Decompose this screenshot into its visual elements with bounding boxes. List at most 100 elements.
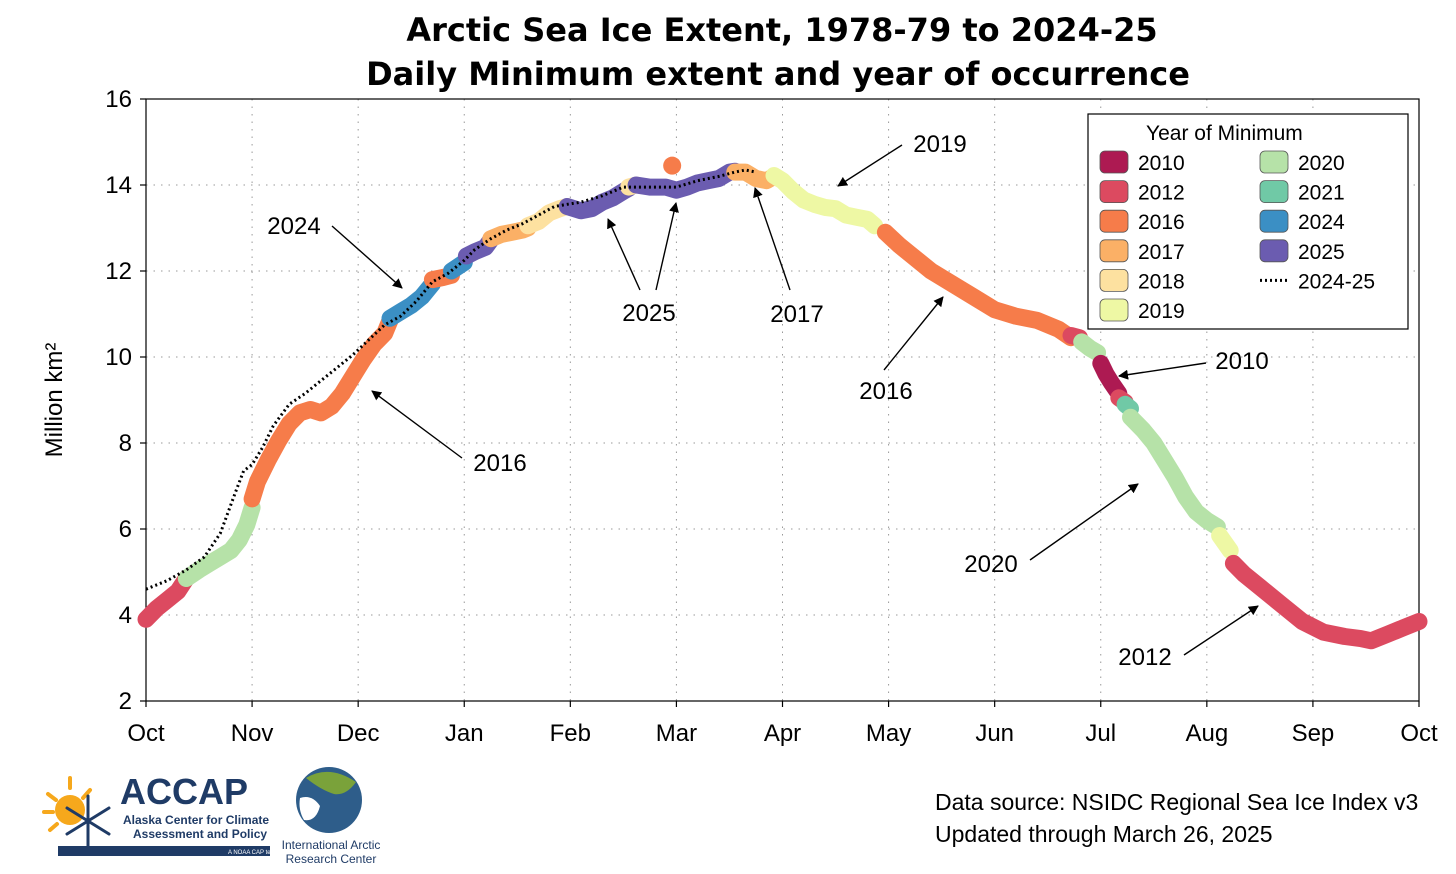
series-segment-2020 [177,499,261,587]
annotation-label: 2016 [473,450,526,477]
legend-label: 2024-25 [1298,270,1375,293]
legend-label: 2025 [1298,241,1345,264]
legend-entry-2017: 2017 [1099,239,1185,264]
legend-entry-2019: 2019 [1099,298,1185,323]
legend-entry-2025: 2025 [1259,239,1345,264]
series-segment-2020 [1073,333,1107,362]
iarc-line-2: Research Center [286,852,377,866]
annotation-arrow [1029,483,1139,561]
series-segment-2019 [765,167,884,235]
series-segment-2021 [1116,395,1139,418]
x-tick-label: Oct [1400,720,1438,747]
x-tick-label: Jun [975,720,1014,747]
series-segment-2010 [1092,354,1128,402]
updated-text: Updated through March 26, 2025 [935,821,1273,847]
annotation-label: 2016 [859,378,912,405]
legend-entry-2024: 2024 [1259,209,1345,234]
accap-line-1: Alaska Center for Climate [123,813,269,827]
x-tick-label: Feb [550,720,591,747]
annotation-label: 2017 [770,301,823,328]
accap-logo: ACCAP Alaska Center for Climate Assessme… [42,771,279,856]
annotations: 2024 2016 2025 2017 2019 2016 2010 2020 2012 [267,131,1268,671]
legend-label: 2018 [1138,270,1185,293]
data-source-text: Data source: NSIDC Regional Sea Ice Inde… [935,789,1419,815]
legend-swatch [1099,268,1129,292]
y-tick-label: 4 [119,602,132,629]
accap-line-2: Assessment and Policy [133,827,267,841]
series-segment-2019 [1211,527,1239,559]
legend-swatch [1099,180,1129,204]
annotation-label: 2025 [622,300,675,327]
y-tick-label: 8 [119,430,132,457]
legend-label: 2010 [1138,152,1185,175]
legend-swatch [1259,150,1289,174]
annotation-arrow [753,187,791,291]
annotation-arrow [837,144,903,187]
y-tick-label: 14 [105,172,132,199]
x-tick-label: Nov [231,720,274,747]
chart-title-group: Arctic Sea Ice Extent, 1978-79 to 2024-2… [366,11,1190,93]
chart-title: Arctic Sea Ice Extent, 1978-79 to 2024-2… [406,11,1157,49]
legend-label: 2019 [1138,300,1185,323]
outlier-point-2016 [663,156,682,175]
iarc-line-1: International Arctic [282,838,381,852]
annotation-arrow [371,390,463,459]
legend-entry-2018: 2018 [1099,268,1185,293]
x-tick-label: Apr [764,720,801,747]
series-2024-25-dotted [145,168,757,591]
sun-icon [42,776,92,832]
accap-tagline: A NOAA CAP team [228,850,279,856]
annotation-label: 2020 [964,551,1017,578]
axes: 2 4 6 8 10 12 14 16 Oct Nov Dec Jan Feb Mar Apr May Jun J… [105,86,1438,747]
series-segment-2025 [558,179,638,220]
snowflake-icon [65,794,111,848]
annotation-arrow [883,296,944,371]
chart-subtitle: Daily Minimum extent and year of occurre… [366,55,1190,93]
footer: Data source: NSIDC Regional Sea Ice Inde… [935,786,1418,850]
legend-label: 2020 [1298,152,1345,175]
series-segment-2012 [1224,554,1428,650]
series-segment-2020 [1122,408,1226,536]
legend-label: 2016 [1138,211,1185,234]
y-tick-label: 2 [119,688,132,715]
legend-label: 2024 [1298,211,1345,234]
legend-entry-2020: 2020 [1259,150,1345,175]
x-tick-label: Oct [127,720,165,747]
annotation-arrow [607,218,641,291]
legend-swatch [1099,209,1129,233]
annotation-label: 2024 [267,213,320,240]
legend-label: 2012 [1138,182,1185,205]
y-tick-label: 6 [119,516,132,543]
legend: Year of Minimum 2010 2012 2016 2017 2018 2019 2… [1087,113,1409,330]
annotation-arrow [1118,362,1207,380]
x-tick-label: Jan [445,720,484,747]
globe-icon [296,767,362,833]
annotation-label: 2010 [1215,348,1268,375]
legend-entry-2021: 2021 [1259,180,1345,205]
legend-swatch [1099,150,1129,174]
gridlines [146,99,1419,701]
legend-swatch [1099,298,1129,322]
x-tick-label: May [866,720,911,747]
legend-swatch [1259,209,1289,233]
annotation-arrow [1183,605,1259,656]
annotation-arrow [331,225,403,289]
legend-label: 2021 [1298,182,1345,205]
series-segment-2024 [381,275,441,327]
series-segment-2016 [243,311,399,508]
legend-entry-2016: 2016 [1099,209,1185,234]
accap-name: ACCAP [120,771,248,812]
annotation-label: 2012 [1118,644,1171,671]
x-tick-label: Jul [1085,720,1116,747]
iarc-logo: International Arctic Research Center [282,767,381,866]
legend-label: 2017 [1138,241,1185,264]
dotted-2024-25-group [145,168,757,591]
legend-entry-2012: 2012 [1099,180,1185,205]
annotation-arrow [655,202,679,291]
x-tick-label: Aug [1185,720,1228,747]
x-tick-label: Dec [337,720,380,747]
series-segment-2016 [876,223,1080,347]
x-tick-label: Mar [656,720,697,747]
series-segment-2012 [137,570,195,628]
